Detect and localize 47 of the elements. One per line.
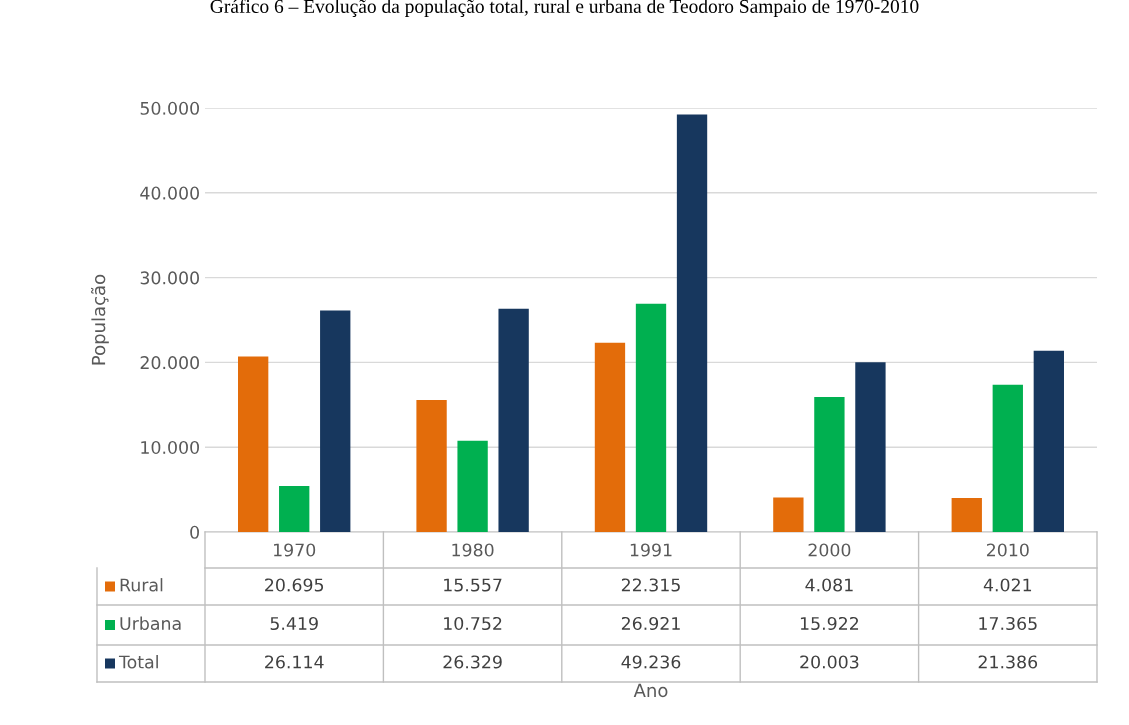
data-label: 26.921 xyxy=(621,616,680,631)
y-axis-title: População xyxy=(91,274,109,365)
data-label: 20.695 xyxy=(265,578,324,592)
bar xyxy=(238,356,269,532)
bar xyxy=(1033,350,1064,532)
legend-label: Rural xyxy=(120,578,163,592)
x-tick-label: 1980 xyxy=(452,543,494,557)
bar xyxy=(498,308,529,532)
data-label: 4.081 xyxy=(805,578,853,592)
x-tick-label: 2010 xyxy=(986,543,1029,557)
chart-title: Gráfico 6 – Evolução da população total, rural e urbana de Teodoro Sampaio de 1970-2010 xyxy=(210,0,919,17)
y-tick-label: 40.000 xyxy=(140,186,199,200)
data-label: 49.236 xyxy=(621,655,681,669)
data-label: 15.922 xyxy=(800,616,859,631)
bar xyxy=(814,396,845,532)
bar xyxy=(279,486,310,532)
bar xyxy=(992,384,1023,532)
data-label: 15.557 xyxy=(444,578,502,592)
data-label: 20.003 xyxy=(800,655,859,669)
y-tick-label: 10.000 xyxy=(141,440,199,455)
bar xyxy=(951,497,982,532)
data-label: 26.114 xyxy=(265,655,324,669)
y-tick-label: 20.000 xyxy=(140,356,199,370)
y-tick-label: 30.000 xyxy=(140,271,199,285)
bar xyxy=(676,114,708,532)
legend-label: Total xyxy=(118,655,158,669)
x-tick-label: 2000 xyxy=(808,543,851,557)
y-tick-label: 0 xyxy=(190,525,199,539)
data-label: 22.315 xyxy=(621,578,680,592)
x-tick-label: 1991 xyxy=(630,543,672,557)
y-tick-label: 50.000 xyxy=(140,101,199,115)
legend-label: Urbana xyxy=(120,616,181,631)
data-label: 26.329 xyxy=(443,655,502,669)
bar xyxy=(320,310,351,532)
bar xyxy=(855,362,886,532)
data-label: 10.752 xyxy=(444,616,502,631)
data-label: 5.419 xyxy=(270,616,318,631)
bar xyxy=(773,497,804,532)
bar xyxy=(635,303,667,532)
text: Ano xyxy=(633,683,668,698)
bar xyxy=(416,400,447,532)
x-tick-label: 1970 xyxy=(274,543,316,557)
data-label: 17.365 xyxy=(979,616,1037,631)
data-label: 21.386 xyxy=(978,655,1038,669)
bar xyxy=(594,342,626,532)
bar xyxy=(457,440,488,532)
data-label: 4.021 xyxy=(983,578,1032,592)
